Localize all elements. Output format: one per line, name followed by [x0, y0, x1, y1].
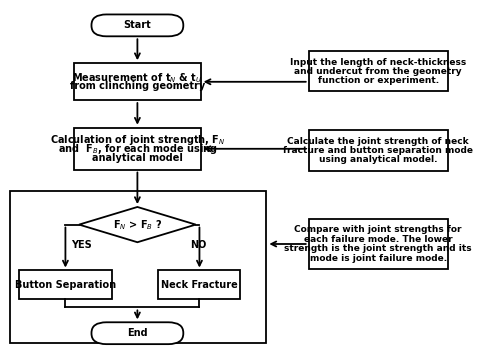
- Bar: [308, 130, 448, 171]
- Bar: [19, 270, 112, 299]
- Text: from clinching geometry: from clinching geometry: [70, 81, 205, 91]
- Text: Calculate the joint strength of neck: Calculate the joint strength of neck: [288, 137, 469, 146]
- Text: Start: Start: [124, 21, 152, 30]
- Bar: [74, 128, 200, 170]
- Text: function or experiment.: function or experiment.: [318, 76, 438, 85]
- Text: Neck Fracture: Neck Fracture: [161, 280, 238, 290]
- Bar: [308, 219, 448, 269]
- FancyBboxPatch shape: [92, 15, 184, 36]
- Text: End: End: [127, 328, 148, 338]
- Text: Button Separation: Button Separation: [15, 280, 116, 290]
- Text: fracture and button separation mode: fracture and button separation mode: [283, 146, 473, 155]
- Bar: [74, 63, 200, 100]
- Text: analytical model: analytical model: [92, 153, 183, 163]
- Text: each failure mode. The lower: each failure mode. The lower: [304, 235, 452, 244]
- FancyBboxPatch shape: [92, 322, 184, 344]
- Bar: [308, 51, 448, 91]
- Text: F$_N$ > F$_B$ ?: F$_N$ > F$_B$ ?: [112, 218, 162, 232]
- Text: Input the length of neck-thickness: Input the length of neck-thickness: [290, 58, 467, 67]
- Text: and undercut from the geometry: and undercut from the geometry: [294, 67, 462, 76]
- Text: mode is joint failure mode.: mode is joint failure mode.: [310, 254, 446, 263]
- Text: Measurement of t$_N$ & t$_U$: Measurement of t$_N$ & t$_U$: [72, 71, 202, 85]
- Text: YES: YES: [71, 240, 92, 250]
- Text: Compare with joint strengths for: Compare with joint strengths for: [294, 225, 462, 234]
- Text: Calculation of joint strength, F$_N$: Calculation of joint strength, F$_N$: [50, 133, 225, 147]
- Text: strength is the joint strength and its: strength is the joint strength and its: [284, 244, 472, 253]
- Bar: [158, 270, 240, 299]
- Polygon shape: [79, 207, 196, 242]
- Bar: [10, 191, 266, 343]
- Text: using analytical model.: using analytical model.: [319, 155, 438, 164]
- Text: NO: NO: [190, 240, 206, 250]
- Text: and  F$_B$, for each mode using: and F$_B$, for each mode using: [58, 142, 217, 156]
